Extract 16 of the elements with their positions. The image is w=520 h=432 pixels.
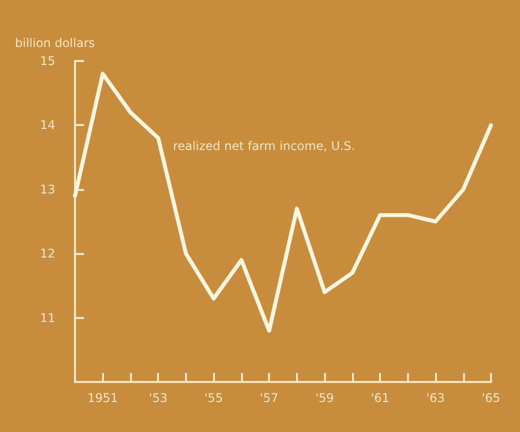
x-tick-label: '53 [148,391,168,405]
x-tick-label: '57 [260,391,278,405]
x-tick-label: '63 [426,391,445,405]
y-tick-label: 13 [40,182,56,196]
x-tick-label: '65 [482,391,500,405]
x-tick-label: '55 [204,391,223,405]
line-series [73,72,493,333]
x-tick-label: 1951 [87,391,118,405]
y-axis-title: billion dollars [15,36,95,50]
y-tick-label: 15 [40,54,56,68]
y-tick-label: 12 [40,246,56,261]
x-tick-label: '61 [370,391,390,405]
x-tick-label: '59 [315,391,334,405]
y-tick-label: 11 [40,310,56,325]
annotation: realized net farm income, U.S. [173,139,356,153]
y-tick-label: 14 [40,118,56,132]
